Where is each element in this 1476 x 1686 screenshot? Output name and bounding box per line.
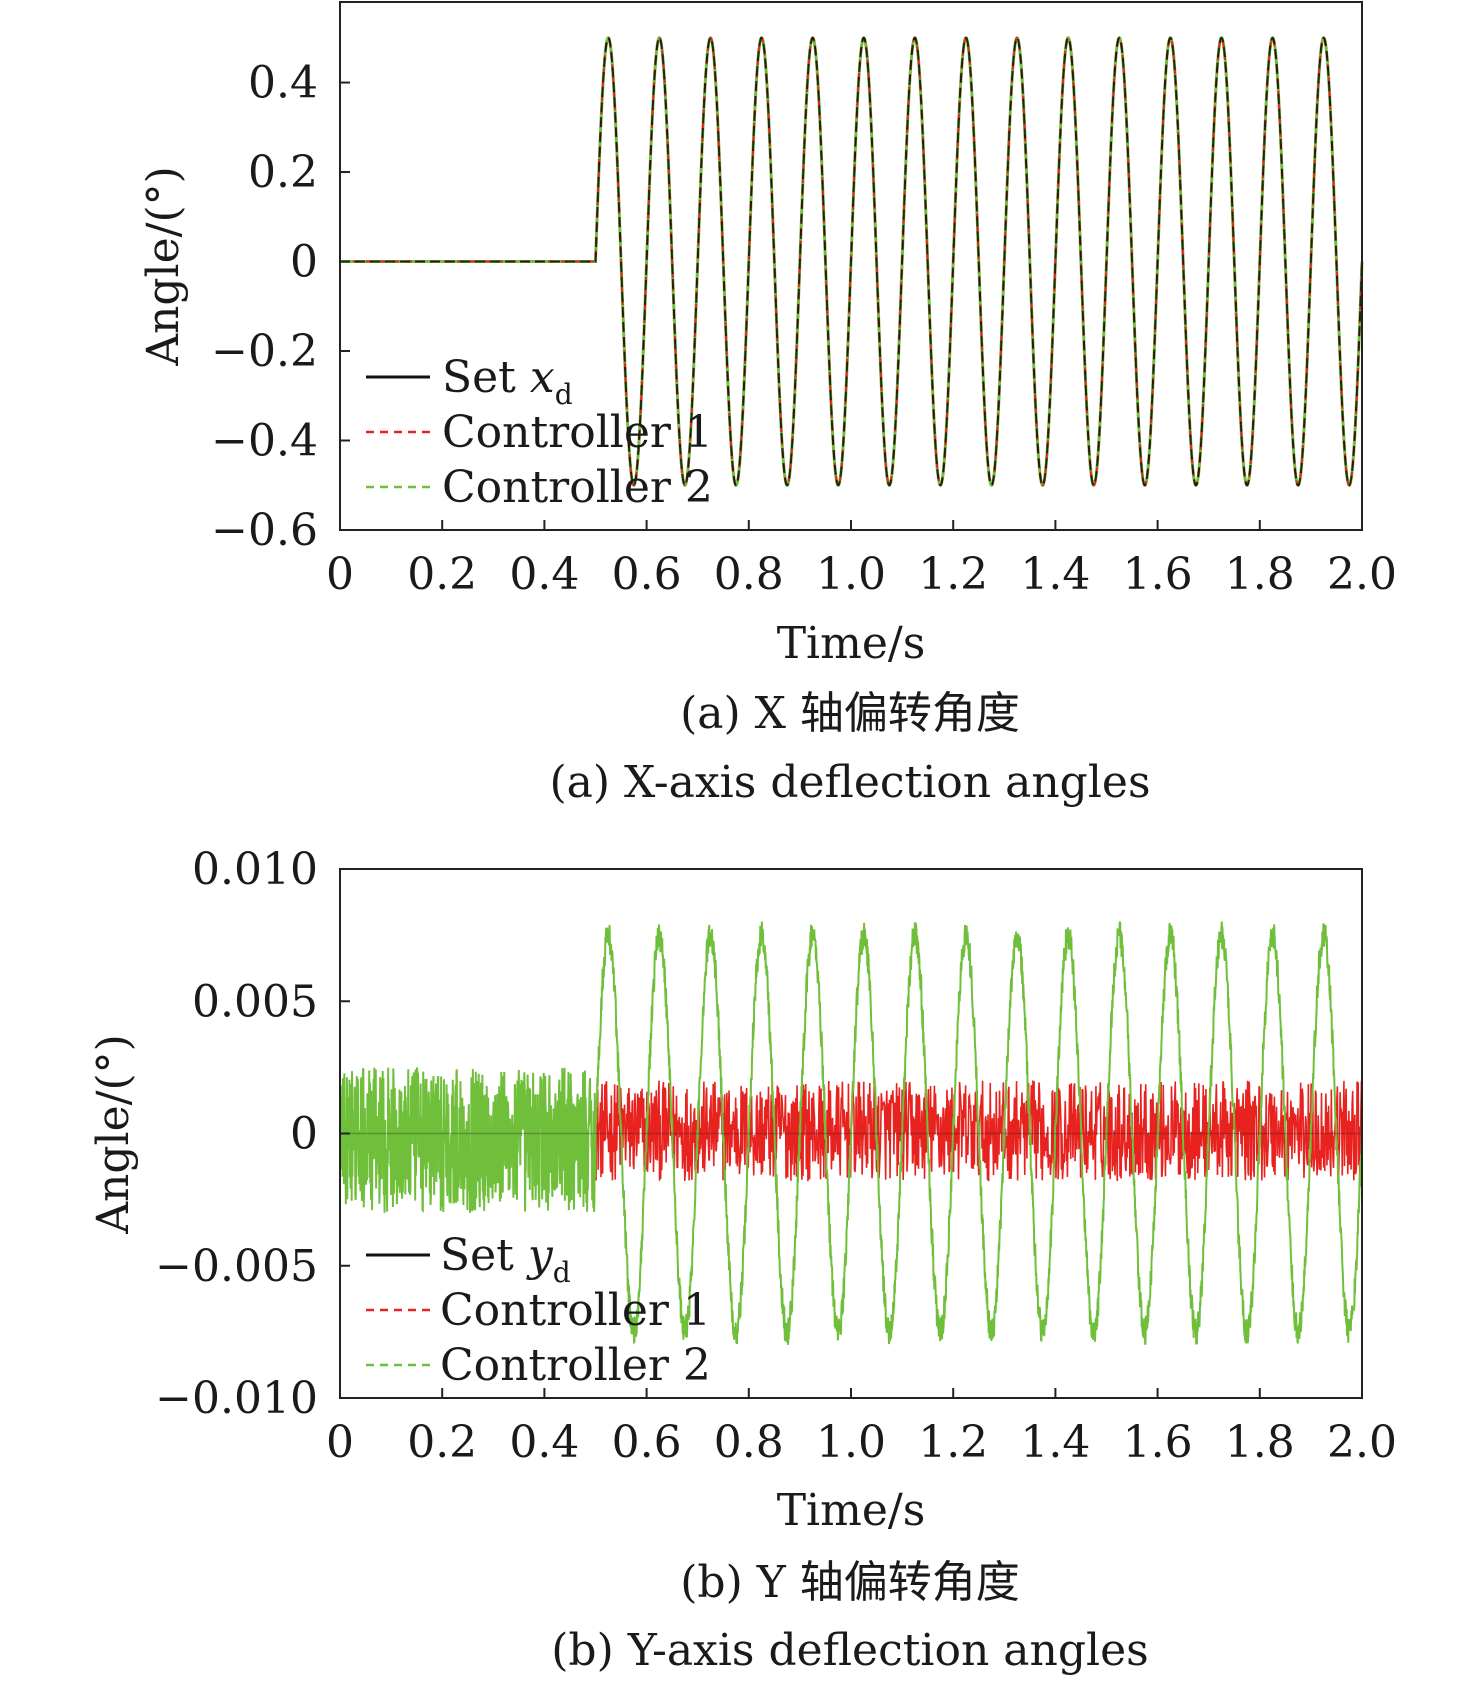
legend-label-set: Set xd [442,352,573,411]
x-axis-title: Time/s [777,1485,926,1536]
chart-y-axis-deflection: 0 0.2 0.4 0.6 0.8 1.0 1.2 1.4 1.6 1.8 2.0 0.0100.0… [88,844,1397,1676]
x-tick-label: 0.2 [407,1417,477,1468]
y-tick-label: −0.2 [211,326,318,377]
x-tick-label: 1.8 [1225,1417,1295,1468]
x-tick-label: 1.4 [1020,549,1090,600]
x-tick-label: 0.6 [612,549,682,600]
x-tick-label: 2.0 [1327,549,1397,600]
legend-label-set-var: y [526,1230,554,1281]
legend-label-controller-2: Controller 2 [440,1340,711,1391]
x-tick-label: 0 [326,1417,354,1468]
caption-en: (a) X-axis deflection angles [549,757,1150,808]
y-tick-label: −0.005 [155,1241,318,1292]
x-tick-label: 0.4 [509,1417,579,1468]
legend-label-set: Set yd [440,1230,571,1289]
x-tick-label: 0 [326,549,354,600]
series-set-xd [340,36,1363,487]
x-tick-label: 1.2 [918,549,988,600]
x-tick-label: 1.2 [918,1417,988,1468]
y-tick-label: 0.2 [248,147,318,198]
x-axis-title: Time/s [777,618,926,669]
x-tick-label: 0.8 [714,549,784,600]
legend-label-set-var: x [530,352,555,403]
caption-cn: (b) Y 轴偏转角度 [680,1557,1020,1608]
series-layer [339,921,1363,1345]
legend: Set yd Controller 1 Controller 2 [366,1230,711,1391]
x-tick-label: 0.2 [407,549,477,600]
y-axis-title: Angle/(°) [88,1034,139,1235]
y-axis: 0.4 0.2 0 −0.2 −0.4 −0.6 [211,58,350,556]
x-axis: 0 0.2 0.4 0.6 0.8 1.0 1.2 1.4 1.6 1.8 2.0 [326,520,1397,600]
x-tick-label: 2.0 [1327,1417,1397,1468]
legend-label-set-sub: d [553,1256,571,1289]
y-tick-label: −0.6 [211,505,318,556]
y-tick-label: 0.4 [248,58,318,109]
y-axis-title: Angle/(°) [138,166,189,367]
legend-label-set-sub: d [555,378,573,411]
x-tick-label: 1.0 [816,1417,886,1468]
x-tick-label: 0.4 [509,549,579,600]
y-tick-label: −0.010 [155,1373,318,1424]
legend: Set xd Controller 1 Controller 2 [366,352,713,513]
y-tick-label: 0 [290,1109,318,1160]
y-axis: 0.010 0.005 0 −0.005 −0.010 [155,844,350,1424]
x-tick-label: 1.0 [816,549,886,600]
y-tick-label: 0 [290,237,318,288]
legend-label-set-prefix: Set [440,1230,528,1281]
x-tick-label: 0.8 [714,1417,784,1468]
legend-label-controller-2: Controller 2 [442,462,713,513]
legend-label-controller-1: Controller 1 [440,1285,711,1336]
x-tick-label: 0.6 [612,1417,682,1468]
legend-label-controller-1: Controller 1 [442,407,713,458]
chart-x-axis-deflection: 0 0.2 0.4 0.6 0.8 1.0 1.2 1.4 1.6 1.8 2.0 0.40.20−… [138,1,1397,808]
x-axis: 0 0.2 0.4 0.6 0.8 1.0 1.2 1.4 1.6 1.8 2.0 [326,1388,1397,1468]
x-tick-label: 1.8 [1225,549,1295,600]
y-tick-label: 0.005 [192,976,318,1027]
x-tick-label: 1.4 [1020,1417,1090,1468]
caption-cn: (a) X 轴偏转角度 [680,688,1020,739]
y-tick-label: 0.010 [192,844,318,895]
x-tick-label: 1.6 [1123,549,1193,600]
series-layer [340,36,1364,487]
y-tick-label: −0.4 [211,416,318,467]
series-controller-2 [339,921,1363,1345]
x-tick-label: 1.6 [1123,1417,1193,1468]
caption-en: (b) Y-axis deflection angles [551,1625,1148,1676]
legend-label-set-prefix: Set [442,352,530,403]
